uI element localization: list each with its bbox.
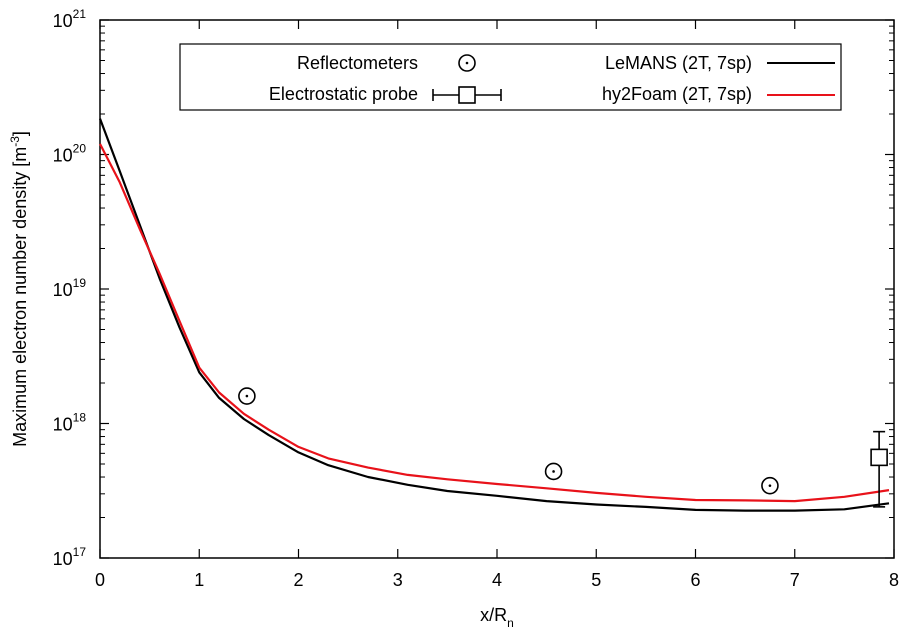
reflectometer-circle: [544, 462, 563, 481]
y-tick-label: 1017: [53, 545, 87, 569]
x-tick-label: 8: [889, 570, 899, 590]
x-axis-label: x/Rn: [480, 605, 514, 630]
x-tick-label: 2: [293, 570, 303, 590]
electrostatic-probe-point: [870, 430, 888, 508]
x-tick-label: 7: [790, 570, 800, 590]
y-tick-label: 1020: [53, 142, 87, 166]
legend-label-lemans: LeMANS (2T, 7sp): [605, 53, 752, 73]
x-tick-label: 4: [492, 570, 502, 590]
x-tick-label: 0: [95, 570, 105, 590]
legend-marker-electrostatic-probe: [432, 86, 502, 104]
x-tick-label: 3: [393, 570, 403, 590]
reflectometer-dot: [552, 470, 555, 473]
y-tick-label: 1018: [53, 411, 87, 435]
reflectometer-point: [544, 462, 563, 481]
legend-label-hy2foam: hy2Foam (2T, 7sp): [602, 84, 752, 104]
legend-marker-reflectometers: [458, 54, 476, 72]
reflectometer-circle: [761, 476, 779, 495]
series-lines: [98, 118, 890, 512]
y-axis-label: Maximum electron number density [m-3]: [8, 131, 30, 447]
x-tick-label: 5: [591, 570, 601, 590]
reflectometer-point: [238, 387, 256, 405]
axis-ticks: [99, 19, 895, 559]
legend-label-reflectometers: Reflectometers: [297, 53, 418, 73]
legend-label-electrostatic-probe: Electrostatic probe: [269, 84, 418, 104]
series-line-hy2foam-2t-7sp: [99, 143, 890, 503]
y-tick-label: 1021: [53, 7, 87, 31]
reflectometer-dot: [245, 394, 249, 398]
series-line-lemans-2t-7sp: [98, 118, 890, 512]
legend-box: [179, 43, 842, 111]
y-tick-label: 1019: [53, 276, 87, 300]
data-markers: [238, 387, 888, 508]
reflectometer-point: [761, 476, 779, 495]
probe-square: [870, 448, 888, 467]
x-tick-label: 1: [194, 570, 204, 590]
x-tick-label: 6: [690, 570, 700, 590]
reflectometer-circle: [238, 387, 256, 405]
tick-labels: 0 1 2 3 4 5 6 7 8 1017 1018 1019 1020 1021: [53, 7, 899, 590]
reflectometer-dot: [768, 484, 772, 487]
legend: Reflectometers Electrostatic probe LeMAN…: [179, 43, 842, 111]
